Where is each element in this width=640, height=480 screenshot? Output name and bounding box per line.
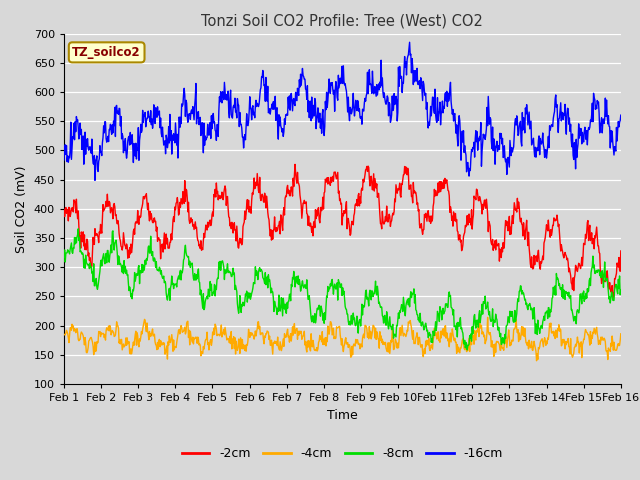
X-axis label: Time: Time xyxy=(327,408,358,421)
Title: Tonzi Soil CO2 Profile: Tree (West) CO2: Tonzi Soil CO2 Profile: Tree (West) CO2 xyxy=(202,13,483,28)
Y-axis label: Soil CO2 (mV): Soil CO2 (mV) xyxy=(15,165,28,252)
Text: TZ_soilco2: TZ_soilco2 xyxy=(72,46,141,59)
Legend: -2cm, -4cm, -8cm, -16cm: -2cm, -4cm, -8cm, -16cm xyxy=(177,443,508,465)
